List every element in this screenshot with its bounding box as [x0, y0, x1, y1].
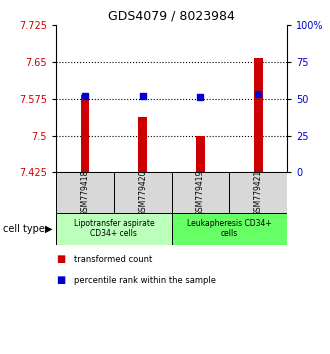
Text: percentile rank within the sample: percentile rank within the sample: [74, 276, 216, 285]
Bar: [229, 172, 287, 213]
Text: GSM779420: GSM779420: [138, 169, 147, 216]
Text: ■: ■: [56, 275, 65, 285]
Bar: [81, 95, 89, 172]
Text: GSM779419: GSM779419: [196, 169, 205, 216]
Bar: [172, 172, 229, 213]
Text: transformed count: transformed count: [74, 255, 152, 263]
Title: GDS4079 / 8023984: GDS4079 / 8023984: [108, 9, 235, 22]
Bar: [56, 213, 172, 245]
Text: GSM779421: GSM779421: [254, 170, 263, 216]
Bar: [196, 136, 205, 172]
Text: GSM779418: GSM779418: [81, 170, 89, 216]
Text: cell type: cell type: [3, 224, 45, 234]
Text: Lipotransfer aspirate
CD34+ cells: Lipotransfer aspirate CD34+ cells: [74, 219, 154, 239]
Text: ▶: ▶: [45, 224, 52, 234]
Bar: [138, 117, 147, 172]
Bar: [56, 172, 114, 213]
Bar: [114, 172, 172, 213]
Text: Leukapheresis CD34+
cells: Leukapheresis CD34+ cells: [187, 219, 272, 239]
Bar: [254, 58, 263, 172]
Text: ■: ■: [56, 254, 65, 264]
Bar: [172, 213, 287, 245]
